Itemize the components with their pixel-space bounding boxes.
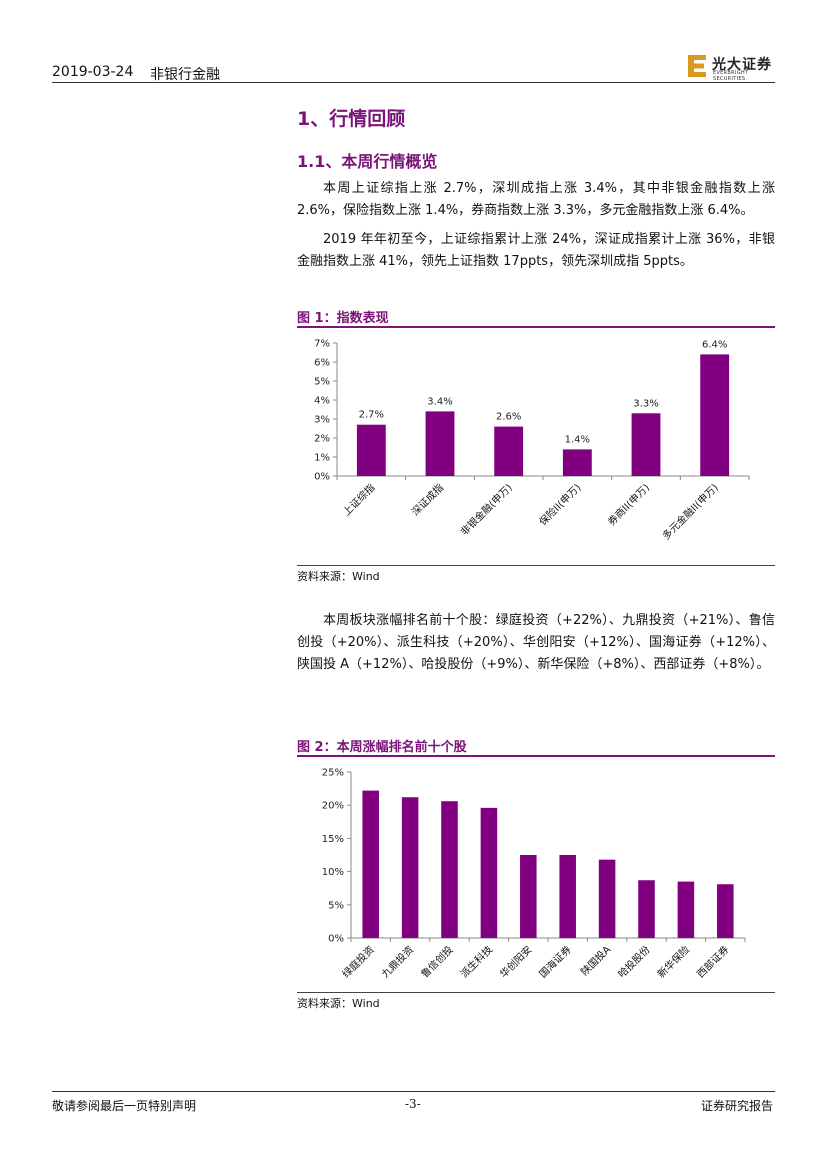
figure1-top-rule [297, 326, 775, 328]
chart2-y-tick-label: 15% [322, 834, 344, 845]
chart1-bar [700, 354, 730, 476]
chart1-y-tick-label: 2% [314, 434, 330, 445]
page-number: -3- [405, 1097, 421, 1111]
paragraph-ytd-text: 2019 年年初至今，上证综指累计上涨 24%，深证成指累计上涨 36%，非银金… [297, 232, 775, 269]
chart2-y-tick-label: 25% [322, 768, 344, 779]
chart1-bar [562, 449, 592, 476]
chart2-bar [559, 855, 576, 938]
chart2-category-label: 陕国投A [578, 943, 613, 978]
paragraph-ytd: 2019 年年初至今，上证综指累计上涨 24%，深证成指累计上涨 36%，非银金… [297, 229, 775, 273]
chart1-data-label: 3.3% [633, 398, 658, 409]
chart2-category-label: 新华保险 [655, 943, 692, 980]
chart1-y-tick-label: 6% [314, 358, 330, 369]
chart1-y-tick-label: 7% [314, 339, 330, 350]
figure1-chart: 0% 1% 2% 3% 4% 5% 6% 7% 2.7% 上证综指 3.4% 深证成指 2.6% 非银金融… [314, 339, 750, 542]
figure2-title: 图 2：本周涨幅排名前十个股 [297, 740, 467, 755]
report-date: 2019-03-24 [52, 64, 134, 80]
chart1-y-tick-label: 5% [314, 377, 330, 388]
everbright-logo-icon [688, 55, 706, 77]
chart1-data-label: 2.7% [359, 410, 384, 421]
figure1-title: 图 1：指数表现 [297, 311, 389, 326]
figure2-top-rule [297, 755, 775, 757]
chart1-category-label: 券商II(申万) [605, 481, 652, 528]
chart2-y-tick-label: 0% [328, 934, 344, 945]
chart2-category-label: 华创阳安 [497, 943, 534, 980]
figure1-source: 资料来源：Wind [297, 570, 380, 583]
logo-text-cn: 光大证券 [712, 57, 772, 73]
paragraph-top10-text: 本周板块涨幅排名前十个股：绿庭投资（+22%）、九鼎投资（+21%）、鲁信创投（… [297, 613, 775, 672]
figure2-bottom-rule [297, 992, 775, 993]
chart1-category-label: 保险II(申万) [536, 481, 583, 528]
chart2-bar [401, 797, 419, 938]
chart2-bar [638, 880, 655, 938]
chart1-data-label: 2.6% [496, 412, 521, 423]
paragraph-weekly-text: 本周上证综指上涨 2.7%，深圳成指上涨 3.4%，其中非银金融指数上涨 2.6… [297, 181, 775, 218]
chart2-bar [480, 807, 498, 938]
chart2-y-tick-label: 10% [322, 867, 344, 878]
chart2-category-label: 哈投股份 [615, 943, 652, 980]
header-rule [52, 82, 775, 83]
figure2-chart: 0% 5% 10% 15% 20% 25% 绿庭投资 九鼎投资 鲁信创投 派生科技 华创阳安 国海证券… [322, 768, 746, 980]
chart1-data-label: 3.4% [427, 396, 452, 407]
chart2-category-label: 派生科技 [458, 943, 495, 980]
chart1-y-tick-label: 0% [314, 472, 330, 483]
footer-report-type: 证券研究报告 [701, 1099, 774, 1113]
footer-rule [52, 1091, 775, 1092]
chart1-category-label: 深证成指 [409, 481, 446, 518]
figure2-source: 资料来源：Wind [297, 997, 380, 1010]
chart1-category-label: 多元金融II(申万) [659, 481, 720, 542]
chart2-category-label: 国海证券 [536, 943, 573, 980]
chart1-category-label: 上证综指 [340, 481, 377, 518]
report-sector: 非银行金融 [150, 67, 220, 83]
chart1-bar [494, 426, 524, 476]
chart2-y-tick-label: 20% [322, 801, 344, 812]
chart1-category-label: 非银金融(申万) [458, 481, 515, 538]
chart1-data-label: 6.4% [702, 339, 727, 350]
paragraph-weekly: 本周上证综指上涨 2.7%，深圳成指上涨 3.4%，其中非银金融指数上涨 2.6… [297, 178, 775, 222]
chart1-y-tick-label: 4% [314, 396, 330, 407]
chart2-y-tick-label: 5% [328, 900, 344, 911]
section-heading: 1、行情回顾 [297, 108, 406, 130]
chart2-bar [362, 790, 379, 938]
chart1-y-tick-label: 1% [314, 453, 330, 464]
chart2-category-label: 西部证券 [694, 943, 731, 980]
chart2-bar [441, 801, 458, 938]
chart2-category-label: 九鼎投资 [379, 943, 416, 980]
chart2-category-label: 鲁信创投 [418, 943, 455, 980]
chart1-data-label: 1.4% [565, 434, 590, 445]
chart2-category-label: 绿庭投资 [339, 943, 376, 980]
brand-logo: 光大证券 EVERBRIGHT SECURITIES [688, 53, 780, 82]
footer-disclaimer: 敬请参阅最后一页特别声明 [52, 1099, 197, 1113]
subsection-heading: 1.1、本周行情概览 [297, 152, 438, 171]
chart1-bar [356, 424, 386, 476]
figure1-bottom-rule [297, 565, 775, 566]
chart1-y-tick-label: 3% [314, 415, 330, 426]
chart1-bar [425, 411, 455, 476]
chart1-bar [631, 413, 661, 476]
chart2-bar [598, 859, 616, 938]
chart2-bar [520, 855, 537, 938]
logo-text-en: EVERBRIGHT SECURITIES [713, 70, 749, 82]
paragraph-top10: 本周板块涨幅排名前十个股：绿庭投资（+22%）、九鼎投资（+21%）、鲁信创投（… [297, 610, 775, 676]
chart2-bar [717, 884, 734, 938]
chart2-bar [677, 881, 695, 938]
